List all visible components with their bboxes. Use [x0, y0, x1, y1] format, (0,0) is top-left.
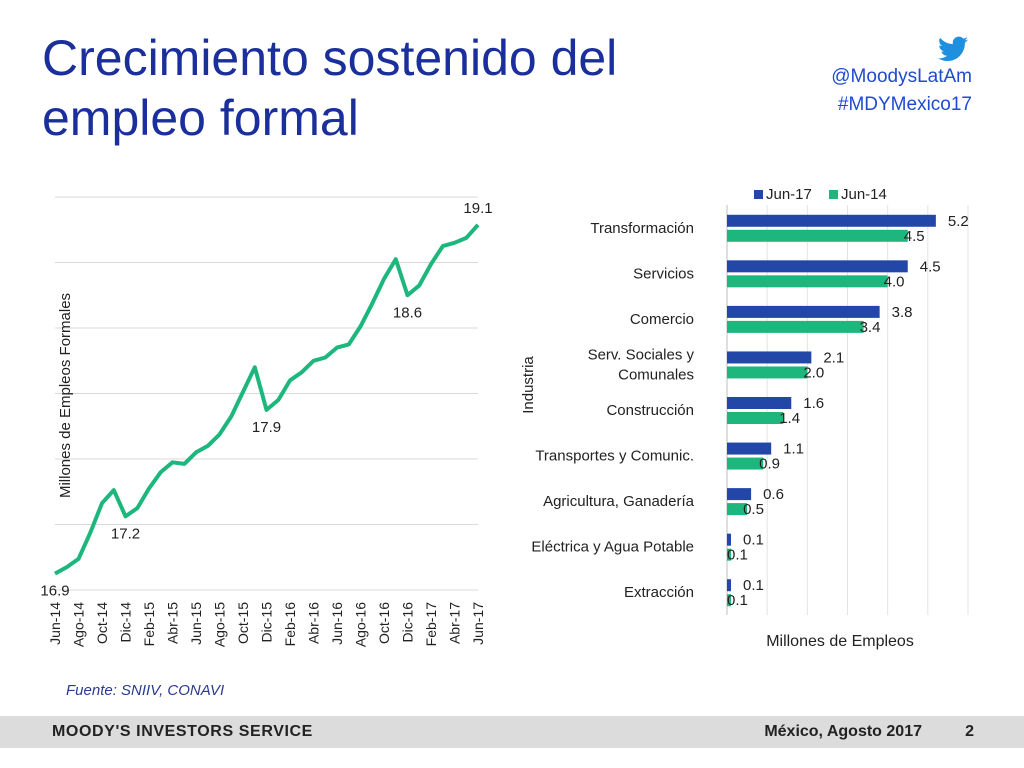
data-label: 18.6	[393, 304, 422, 321]
event-hashtag: #MDYMexico17	[837, 94, 972, 115]
category-label: Agricultura, Ganadería	[543, 493, 695, 510]
x-tick-label: Oct-15	[235, 602, 251, 644]
bar-value-label: 2.1	[823, 349, 844, 366]
twitter-handle: @MoodysLatAm	[831, 66, 972, 87]
bar	[727, 260, 908, 273]
category-label: Serv. Sociales y	[588, 346, 695, 363]
page-number: 2	[965, 723, 974, 740]
bar-value-label: 0.1	[743, 577, 764, 594]
bar-value-label: 4.5	[920, 258, 941, 275]
bar	[727, 442, 772, 455]
bar-value-label: 0.1	[727, 547, 748, 564]
bar-value-label: 0.6	[763, 486, 784, 503]
x-tick-label: Abr-15	[165, 602, 181, 644]
bar	[727, 412, 784, 424]
x-axis-label: Millones de Empleos	[766, 633, 914, 650]
x-tick-label: Jun-16	[329, 602, 345, 645]
bar-value-label: 4.5	[904, 228, 925, 245]
legend-label: Jun-17	[766, 186, 812, 203]
x-tick-label: Jun-17	[470, 602, 486, 645]
bar-value-label: 1.4	[779, 410, 800, 427]
x-tick-label: Dic-15	[259, 602, 275, 643]
x-tick-label: Feb-16	[282, 602, 298, 647]
bar-value-label: 0.9	[759, 456, 780, 473]
footer-date: México, Agosto 2017	[764, 723, 922, 740]
bar	[727, 366, 808, 379]
bar-chart-industry: Jun-17 Jun-14 Transformación 5.2 4.5 Servicio…	[520, 186, 969, 650]
category-label: Comercio	[630, 311, 694, 328]
bar-value-label: 0.1	[743, 532, 764, 549]
title-line-2: empleo formal	[42, 90, 359, 146]
bar-value-label: 0.1	[727, 592, 748, 609]
footer-brand: MOODY'S INVESTORS SERVICE	[52, 723, 313, 740]
x-tick-label: Jun-14	[47, 602, 63, 645]
bar	[727, 594, 732, 607]
bar	[727, 397, 792, 409]
bar	[727, 275, 888, 288]
x-tick-label: Feb-17	[423, 602, 439, 647]
x-tick-label: Dic-16	[400, 602, 416, 643]
bar	[727, 503, 748, 516]
category-label: Eléctrica y Agua Potable	[531, 539, 694, 556]
footer-bar: MOODY'S INVESTORS SERVICE México, Agosto…	[0, 716, 1024, 748]
slide-title: Crecimiento sostenido del empleo formal	[42, 28, 722, 148]
data-label: 16.9	[40, 583, 69, 600]
category-label: Comunales	[618, 366, 694, 383]
bar	[727, 533, 732, 546]
x-tick-label: Oct-16	[376, 602, 392, 644]
x-tick-label: Ago-14	[71, 602, 87, 647]
bar-value-label: 0.5	[743, 501, 764, 518]
title-line-1: Crecimiento sostenido del	[42, 30, 618, 86]
twitter-bird-icon	[938, 36, 968, 61]
bar	[727, 229, 908, 242]
legend-swatch	[754, 190, 763, 199]
bar-value-label: 4.0	[884, 273, 905, 290]
bar	[727, 320, 864, 333]
bar-value-label: 5.2	[948, 213, 969, 230]
bar	[727, 579, 732, 592]
x-tick-label: Ago-15	[212, 602, 228, 647]
bar-value-label: 3.8	[892, 304, 913, 321]
bar	[727, 305, 880, 318]
bar-value-label: 2.0	[803, 364, 824, 381]
bar-value-label: 1.6	[803, 395, 824, 412]
bar	[727, 351, 812, 364]
bar-value-label: 1.1	[783, 441, 804, 458]
y-axis-label: Millones de Empleos Formales	[57, 293, 74, 498]
category-label: Transportes y Comunic.	[535, 448, 694, 465]
y-axis-label: Industria	[520, 356, 537, 414]
data-label: 17.2	[111, 525, 140, 542]
x-tick-label: Abr-17	[447, 602, 463, 644]
bar	[727, 488, 752, 501]
source-note: Fuente: SNIIV, CONAVI	[66, 682, 225, 699]
bar	[727, 548, 732, 561]
category-label: Extracción	[624, 584, 694, 601]
bar	[727, 457, 764, 470]
line-chart-employment: Millones de Empleos Formales 16.9 17.2 17.9…	[40, 196, 493, 647]
x-tick-label: Feb-15	[141, 602, 157, 647]
x-tick-label: Ago-16	[353, 602, 369, 647]
category-label: Servicios	[633, 265, 694, 282]
bar-value-label: 3.4	[860, 319, 881, 336]
category-label: Transformación	[590, 220, 694, 237]
x-tick-label: Jun-15	[188, 602, 204, 645]
data-label: 19.1	[463, 200, 492, 217]
category-label: Construcción	[606, 402, 694, 419]
x-tick-label: Abr-16	[306, 602, 322, 644]
bar	[727, 214, 936, 227]
legend-swatch	[829, 190, 838, 199]
legend-label: Jun-14	[841, 186, 887, 203]
x-tick-label: Dic-14	[118, 602, 134, 643]
data-label: 17.9	[252, 419, 281, 436]
x-tick-label: Oct-14	[94, 602, 110, 644]
